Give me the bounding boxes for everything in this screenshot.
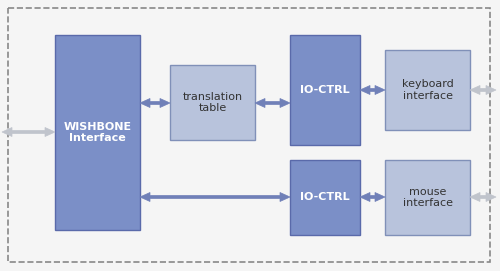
Text: WISHBONE
Interface: WISHBONE Interface <box>64 122 132 143</box>
Polygon shape <box>360 85 385 95</box>
Polygon shape <box>255 98 290 108</box>
Text: keyboard
interface: keyboard interface <box>402 79 454 101</box>
Polygon shape <box>140 192 290 202</box>
Polygon shape <box>470 192 496 202</box>
Text: IO-CTRL: IO-CTRL <box>300 85 350 95</box>
Bar <box>170 65 255 140</box>
Text: IO-CTRL: IO-CTRL <box>300 192 350 202</box>
Bar <box>385 50 470 130</box>
Polygon shape <box>470 85 496 95</box>
Bar <box>55 35 140 230</box>
Bar <box>290 160 360 235</box>
Text: translation
table: translation table <box>182 92 242 113</box>
Polygon shape <box>2 127 55 137</box>
Bar <box>385 160 470 235</box>
Bar <box>290 35 360 145</box>
Text: mouse
interface: mouse interface <box>402 187 452 208</box>
Polygon shape <box>360 192 385 202</box>
Polygon shape <box>140 98 170 108</box>
